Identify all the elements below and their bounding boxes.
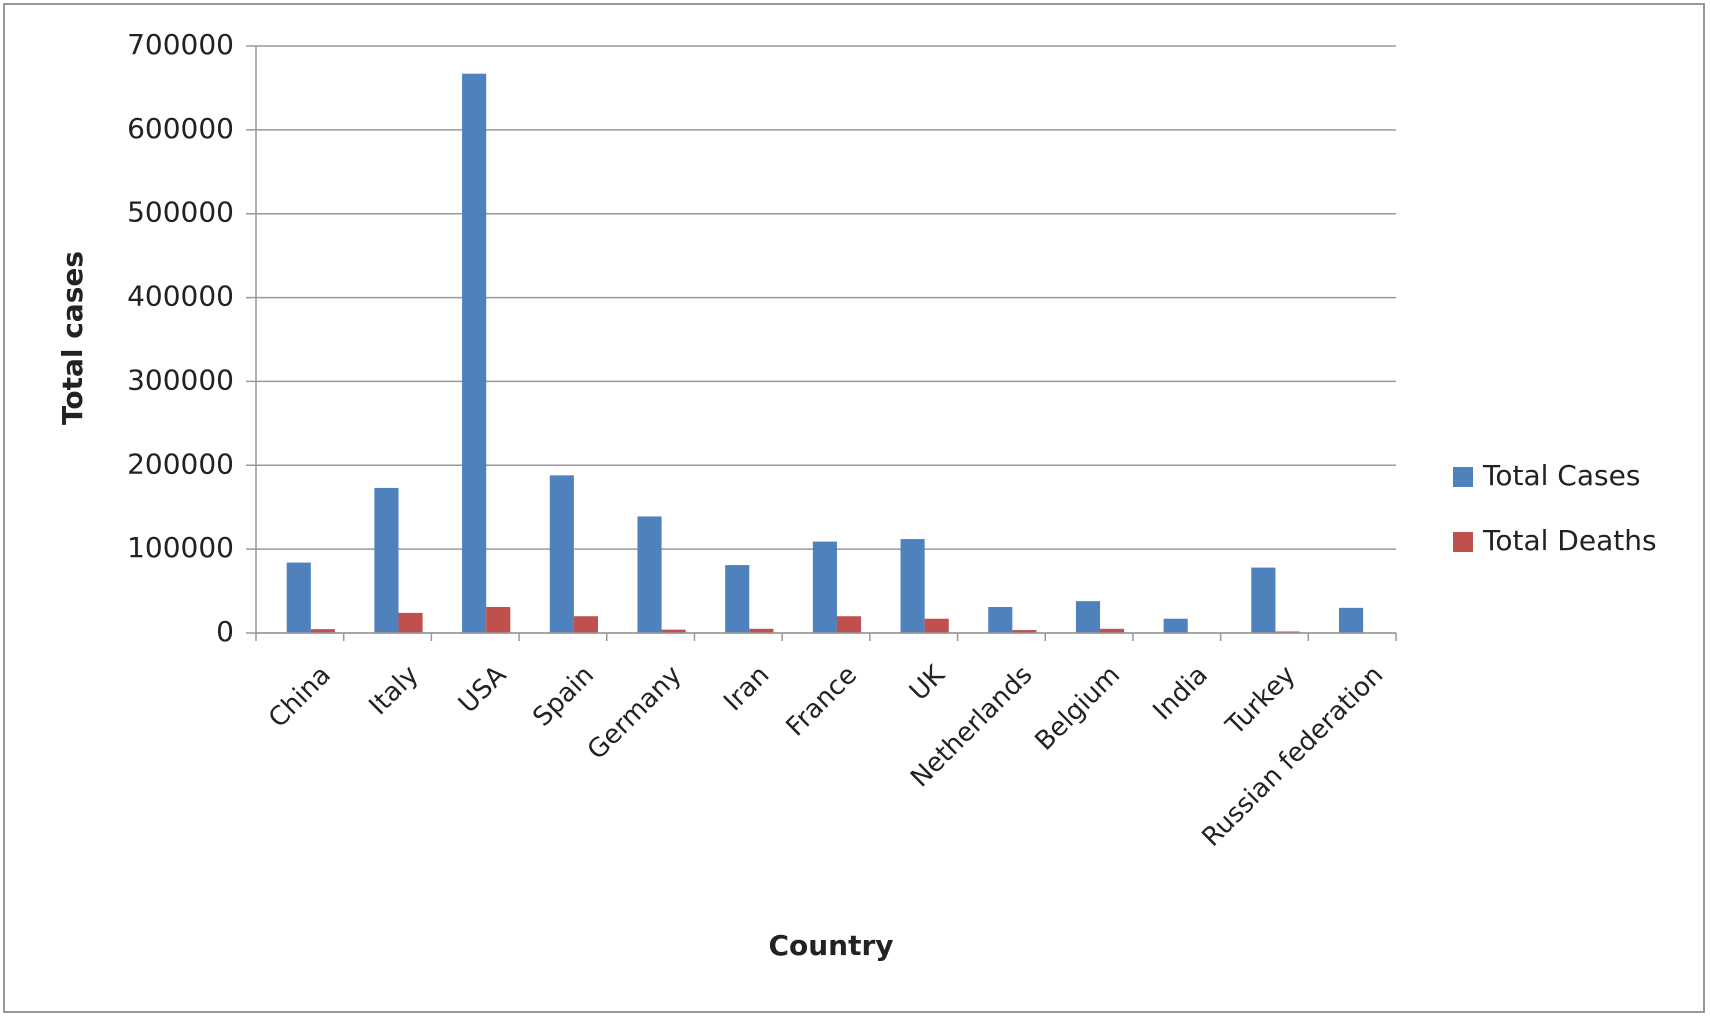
bar <box>836 616 862 633</box>
bar <box>924 618 949 633</box>
y-tick-label: 300000 <box>127 363 234 396</box>
bar <box>1100 628 1125 633</box>
bar <box>1075 601 1101 633</box>
bar <box>286 562 311 633</box>
bar <box>637 516 662 633</box>
bar <box>725 565 750 633</box>
bar <box>1163 618 1188 633</box>
bar <box>398 612 423 633</box>
bar <box>1275 631 1300 633</box>
legend-label: Total Deaths <box>1482 524 1657 557</box>
bar <box>1339 607 1364 633</box>
y-tick-label: 700000 <box>127 28 234 61</box>
legend-label: Total Cases <box>1482 459 1640 492</box>
y-tick-label: 500000 <box>127 196 234 229</box>
bar <box>462 73 487 634</box>
y-tick-label: 600000 <box>127 112 234 145</box>
bar <box>374 487 399 633</box>
chart-border <box>3 3 1705 1013</box>
bar <box>812 541 837 633</box>
legend-swatch <box>1453 532 1473 552</box>
bar <box>573 616 598 633</box>
y-tick-label: 100000 <box>127 531 234 564</box>
bar <box>1012 630 1037 633</box>
y-tick-label: 200000 <box>127 447 234 480</box>
bar <box>749 628 774 633</box>
y-tick-label: 400000 <box>127 280 234 313</box>
bar <box>310 629 335 633</box>
bar <box>661 629 686 633</box>
bar <box>988 607 1013 633</box>
bar <box>486 607 511 633</box>
bar <box>549 475 574 633</box>
legend-swatch <box>1453 467 1473 487</box>
x-axis-title: Country <box>768 929 893 962</box>
bar <box>900 539 925 633</box>
y-tick-label: 0 <box>216 615 234 648</box>
y-axis-title: Total cases <box>56 251 89 425</box>
bar <box>1251 567 1276 633</box>
